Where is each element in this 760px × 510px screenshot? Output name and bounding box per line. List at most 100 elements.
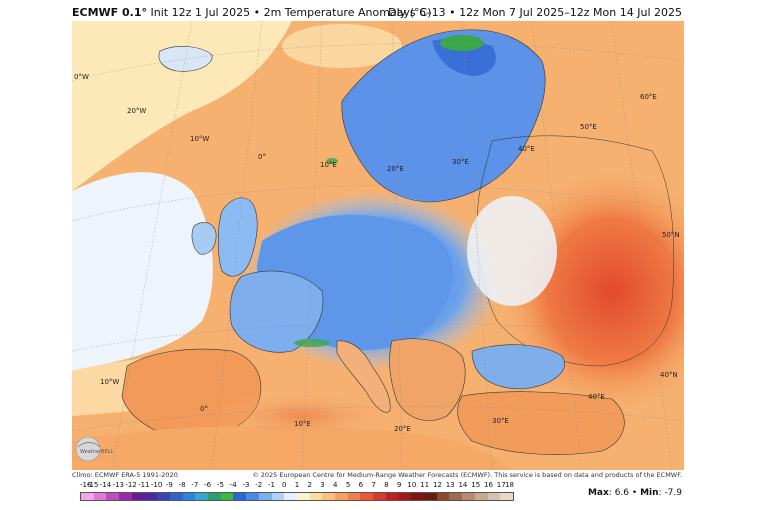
color-scale-tick: 0 bbox=[282, 481, 287, 489]
label-lat-50n: 50°N bbox=[662, 231, 680, 239]
color-scale-tick: 1 bbox=[294, 481, 300, 489]
north-sea-warm-zone bbox=[282, 24, 402, 68]
color-scale-tick: -6 bbox=[204, 481, 212, 489]
color-swatch bbox=[436, 493, 450, 500]
max-min-readout: Max: 6.6 • Min: -7.9 bbox=[587, 488, 682, 498]
color-swatch bbox=[106, 493, 120, 500]
label-lon-20w: 20°W bbox=[127, 107, 146, 115]
color-scale-tick: 17 bbox=[496, 481, 506, 489]
label-lon-10e-top: 10°E bbox=[320, 161, 337, 169]
color-scale-tick: -10 bbox=[150, 481, 163, 489]
color-swatch bbox=[246, 493, 259, 500]
label-lon-20e-bottom: 20°E bbox=[394, 425, 411, 433]
color-swatch bbox=[195, 493, 209, 500]
color-swatch bbox=[411, 493, 424, 500]
color-swatch bbox=[462, 493, 475, 500]
label-lat-40n: 40°N bbox=[660, 371, 678, 379]
color-scale-tick: 5 bbox=[345, 481, 351, 489]
map-title: ECMWF 0.1° Init 12z 1 Jul 2025 • 2m Temp… bbox=[72, 6, 431, 19]
color-swatch bbox=[398, 493, 412, 500]
belarus-neutral-zone bbox=[467, 196, 557, 306]
ireland bbox=[191, 222, 217, 255]
label-lon-10w-bottom: 10°W bbox=[100, 378, 119, 386]
color-scale-tick: -5 bbox=[216, 481, 224, 489]
color-swatch bbox=[81, 493, 94, 500]
color-swatch bbox=[309, 493, 323, 500]
color-swatch bbox=[385, 493, 399, 500]
label-lon-0w-left: 0°W bbox=[74, 73, 89, 81]
model-name: ECMWF 0.1° bbox=[72, 6, 147, 19]
color-scale-tick: -3 bbox=[242, 481, 250, 489]
color-scale-tick: 14 bbox=[458, 481, 468, 489]
label-lon-0: 0° bbox=[258, 153, 266, 161]
min-value: -7.9 bbox=[664, 488, 682, 498]
graticule bbox=[72, 21, 684, 470]
color-scale-tick: -13 bbox=[112, 481, 124, 489]
atlantic-pale-zone bbox=[72, 21, 292, 191]
label-lon-0-bottom: 0° bbox=[200, 405, 208, 413]
great-britain bbox=[217, 197, 258, 277]
color-scale-tick: 16 bbox=[484, 481, 493, 489]
color-swatch bbox=[423, 493, 437, 500]
color-scale-tick: -14 bbox=[99, 481, 112, 489]
max-value: 6.6 bbox=[614, 488, 630, 498]
color-scale-tick: 9 bbox=[396, 481, 402, 489]
color-scale-tick: -1 bbox=[267, 481, 275, 489]
color-swatch bbox=[284, 493, 297, 500]
color-scale-tick: 8 bbox=[384, 481, 389, 489]
color-scale-tick: -9 bbox=[165, 481, 173, 489]
color-swatch bbox=[258, 493, 272, 500]
color-swatch bbox=[360, 493, 374, 500]
color-swatch bbox=[220, 493, 234, 500]
min-label: Min bbox=[640, 488, 659, 498]
color-scale-tick: -15 bbox=[87, 481, 99, 489]
black-sea bbox=[471, 344, 565, 390]
label-lon-30e-top: 30°E bbox=[452, 158, 469, 166]
label-lon-40e-bottom: 40°E bbox=[588, 393, 605, 401]
north-africa bbox=[72, 425, 512, 470]
color-swatch bbox=[93, 493, 107, 500]
color-scale-tick: 6 bbox=[358, 481, 364, 489]
color-scale-tick: 12 bbox=[432, 481, 442, 489]
max-label: Max bbox=[587, 488, 609, 498]
weatherbell-logo: WeatherBELL bbox=[75, 436, 113, 462]
temperature-anomaly-map: 0°W 20°W 10°W 0° 10°E 20°E 30°E 40°E 50°… bbox=[72, 21, 684, 470]
color-swatch bbox=[474, 493, 488, 500]
color-swatch bbox=[157, 493, 170, 500]
color-scale-tick: -11 bbox=[138, 481, 150, 489]
label-lon-50e: 50°E bbox=[580, 123, 597, 131]
color-scale-tick: 4 bbox=[333, 481, 338, 489]
color-scale-tick: 10 bbox=[407, 481, 417, 489]
logo-text: WeatherBELL bbox=[80, 449, 113, 455]
color-swatch bbox=[271, 493, 285, 500]
label-lon-30e-bottom: 30°E bbox=[492, 417, 509, 425]
color-swatch bbox=[347, 493, 361, 500]
color-scale-tick: -7 bbox=[191, 481, 199, 489]
separator: • bbox=[631, 488, 638, 498]
color-scale-tick: -4 bbox=[229, 481, 237, 489]
color-swatch bbox=[487, 493, 501, 500]
color-swatch bbox=[169, 493, 183, 500]
norway-anomaly bbox=[326, 158, 338, 164]
color-scale-tick: 7 bbox=[371, 481, 376, 489]
label-lon-10w-top: 10°W bbox=[190, 135, 209, 143]
kola-anomaly bbox=[440, 35, 484, 51]
color-scale-swatches bbox=[80, 492, 514, 501]
forecast-period: Days 6–13 • 12z Mon 7 Jul 2025–12z Mon 1… bbox=[388, 6, 682, 19]
color-swatch bbox=[335, 493, 348, 500]
color-swatch bbox=[119, 493, 132, 500]
label-lon-40e-top: 40°E bbox=[518, 145, 535, 153]
color-swatch bbox=[500, 493, 513, 500]
label-lon-20e-top: 20°E bbox=[387, 165, 404, 173]
color-swatch bbox=[449, 493, 463, 500]
color-swatch bbox=[296, 493, 310, 500]
label-lon-60e: 60°E bbox=[640, 93, 657, 101]
color-scale-tick: 13 bbox=[445, 481, 455, 489]
color-scale-legend: -16 -15 -14 -13 -12 -11 -10 -9 -8 -7 -6 -5 -4 -3 -2 -1 0… bbox=[80, 481, 514, 502]
alps-anomaly bbox=[294, 339, 330, 347]
scandinavia bbox=[341, 29, 546, 203]
color-scale-tick: -8 bbox=[178, 481, 186, 489]
color-swatch bbox=[131, 493, 145, 500]
color-scale-tick: 3 bbox=[320, 481, 325, 489]
color-scale-tick: 11 bbox=[420, 481, 430, 489]
